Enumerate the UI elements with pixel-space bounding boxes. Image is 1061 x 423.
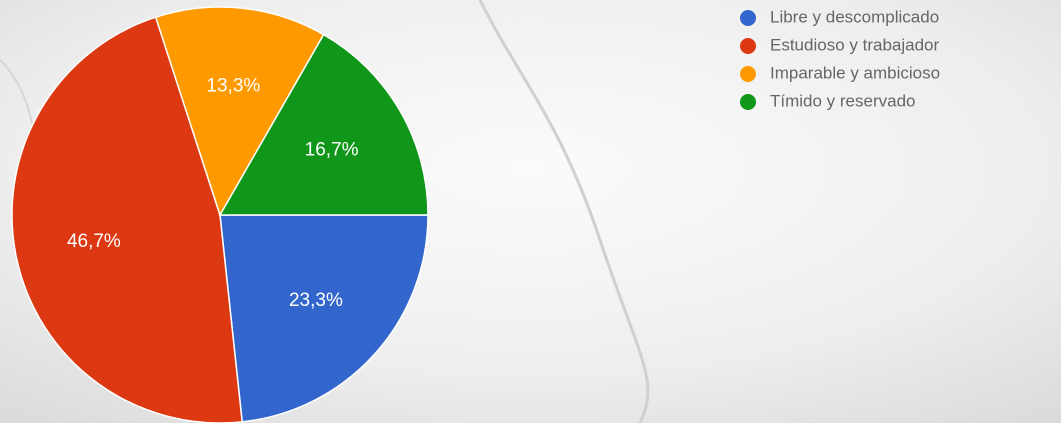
legend-swatch (740, 66, 756, 82)
legend-swatch (740, 10, 756, 26)
slice-label: 46,7% (67, 231, 121, 252)
slice-label: 13,3% (206, 76, 260, 97)
legend-label: Imparable y ambicioso (770, 63, 940, 82)
pie-slice (154, 6, 325, 217)
legend-label: Estudioso y trabajador (770, 35, 939, 54)
legend: Libre y descomplicado Estudioso y trabaja… (740, 7, 940, 110)
pie-slice (218, 33, 429, 216)
legend-label: Tímido y reservado (770, 91, 916, 110)
slice-label: 23,3% (289, 290, 343, 311)
slice-label: 16,7% (305, 139, 359, 160)
legend-swatch (740, 38, 756, 54)
legend-label: Libre y descomplicado (770, 7, 939, 26)
pie: 23,3% 46,7% 13,3% 16,7% (11, 6, 429, 423)
marble-vein (478, 0, 650, 423)
pie-slice (11, 16, 244, 423)
legend-swatch (740, 94, 756, 110)
pie-slice (219, 214, 429, 423)
